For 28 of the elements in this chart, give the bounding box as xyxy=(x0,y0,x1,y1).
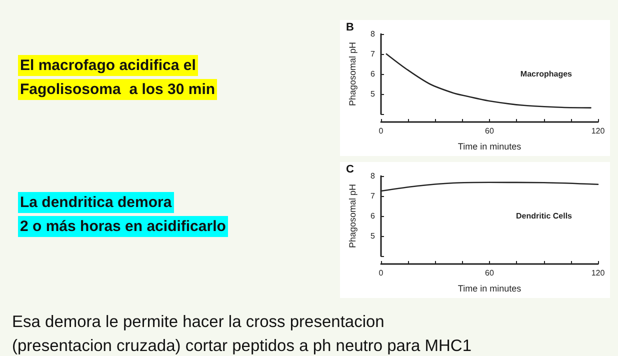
y-tick-label: 7 xyxy=(370,50,376,58)
text: El macrofago acidifica el xyxy=(18,55,198,76)
text: (presentacion cruzada) cortar peptidos a ph neutro para MHC1 xyxy=(12,336,472,356)
y-axis-title: Phagosomal pH xyxy=(348,42,358,106)
x-tick-label: 120 xyxy=(591,268,606,278)
x-tick-label: 0 xyxy=(378,126,384,136)
text: Esa demora le permite hacer la cross presentacion xyxy=(12,312,384,333)
y-tick-label: 6 xyxy=(370,70,376,78)
y-tick-label: 6 xyxy=(370,212,376,220)
text: Fagolisosoma a los 30 min xyxy=(18,79,218,100)
text: La dendritica demora xyxy=(18,192,174,213)
x-tick-label: 120 xyxy=(591,126,606,136)
y-tick-label: 8 xyxy=(370,172,376,180)
text: Macrophages xyxy=(520,70,573,78)
x-tick-label: 60 xyxy=(485,126,494,136)
y-tick-label: 8 xyxy=(370,30,376,38)
y-tick-label: 7 xyxy=(370,192,376,200)
x-tick-label: 60 xyxy=(485,268,494,278)
text: Dendritic Cells xyxy=(516,212,573,220)
text: 2 o más horas en acidificarlo xyxy=(18,216,228,237)
chart-title: C xyxy=(346,164,354,176)
x-axis-title: Time in minutes xyxy=(458,284,522,294)
y-tick-label: 5 xyxy=(370,90,376,98)
x-axis-title: Time in minutes xyxy=(458,142,522,152)
y-axis-title: Phagosomal pH xyxy=(348,184,358,248)
y-tick-label: 5 xyxy=(370,232,376,240)
chart-title: B xyxy=(346,22,354,34)
x-tick-label: 0 xyxy=(378,268,384,278)
